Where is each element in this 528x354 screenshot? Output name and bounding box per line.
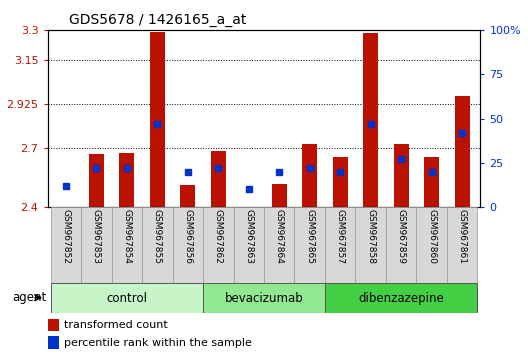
Bar bbox=[233, 207, 264, 283]
Bar bbox=[48, 336, 59, 349]
Text: GSM967857: GSM967857 bbox=[336, 209, 345, 264]
Bar bbox=[393, 144, 409, 207]
Text: GSM967862: GSM967862 bbox=[214, 209, 223, 264]
Bar bbox=[355, 207, 386, 283]
Bar bbox=[51, 283, 203, 313]
Text: GSM967856: GSM967856 bbox=[183, 209, 192, 264]
Bar bbox=[455, 96, 470, 207]
Bar bbox=[149, 32, 165, 207]
Bar bbox=[211, 151, 226, 207]
Bar bbox=[48, 319, 59, 331]
Bar bbox=[417, 207, 447, 283]
Text: agent: agent bbox=[12, 291, 46, 304]
Bar bbox=[81, 207, 111, 283]
Text: GSM967861: GSM967861 bbox=[458, 209, 467, 264]
Text: GSM967859: GSM967859 bbox=[397, 209, 406, 264]
Bar bbox=[447, 207, 477, 283]
Bar bbox=[173, 207, 203, 283]
Bar bbox=[180, 185, 195, 207]
Text: GSM967860: GSM967860 bbox=[427, 209, 436, 264]
Text: GSM967865: GSM967865 bbox=[305, 209, 314, 264]
Text: control: control bbox=[106, 292, 147, 305]
Text: GSM967863: GSM967863 bbox=[244, 209, 253, 264]
Text: GSM967853: GSM967853 bbox=[92, 209, 101, 264]
Bar bbox=[363, 33, 379, 207]
Bar bbox=[111, 207, 142, 283]
Bar bbox=[302, 144, 317, 207]
Text: bevacizumab: bevacizumab bbox=[224, 292, 304, 305]
Text: GSM967864: GSM967864 bbox=[275, 209, 284, 264]
Bar bbox=[424, 157, 439, 207]
Bar bbox=[203, 283, 325, 313]
Text: GSM967858: GSM967858 bbox=[366, 209, 375, 264]
Bar bbox=[264, 207, 295, 283]
Text: GDS5678 / 1426165_a_at: GDS5678 / 1426165_a_at bbox=[69, 12, 246, 27]
Bar bbox=[142, 207, 173, 283]
Text: GSM967852: GSM967852 bbox=[61, 209, 70, 264]
Bar bbox=[325, 283, 477, 313]
Bar bbox=[325, 207, 355, 283]
Text: percentile rank within the sample: percentile rank within the sample bbox=[64, 338, 252, 348]
Bar bbox=[333, 157, 348, 207]
Bar bbox=[119, 153, 135, 207]
Text: GSM967854: GSM967854 bbox=[122, 209, 131, 264]
Bar bbox=[89, 154, 104, 207]
Text: GSM967855: GSM967855 bbox=[153, 209, 162, 264]
Bar bbox=[295, 207, 325, 283]
Text: transformed count: transformed count bbox=[64, 320, 168, 330]
Bar bbox=[271, 184, 287, 207]
Text: dibenzazepine: dibenzazepine bbox=[359, 292, 444, 305]
Bar bbox=[51, 207, 81, 283]
Bar bbox=[386, 207, 417, 283]
Bar bbox=[203, 207, 233, 283]
